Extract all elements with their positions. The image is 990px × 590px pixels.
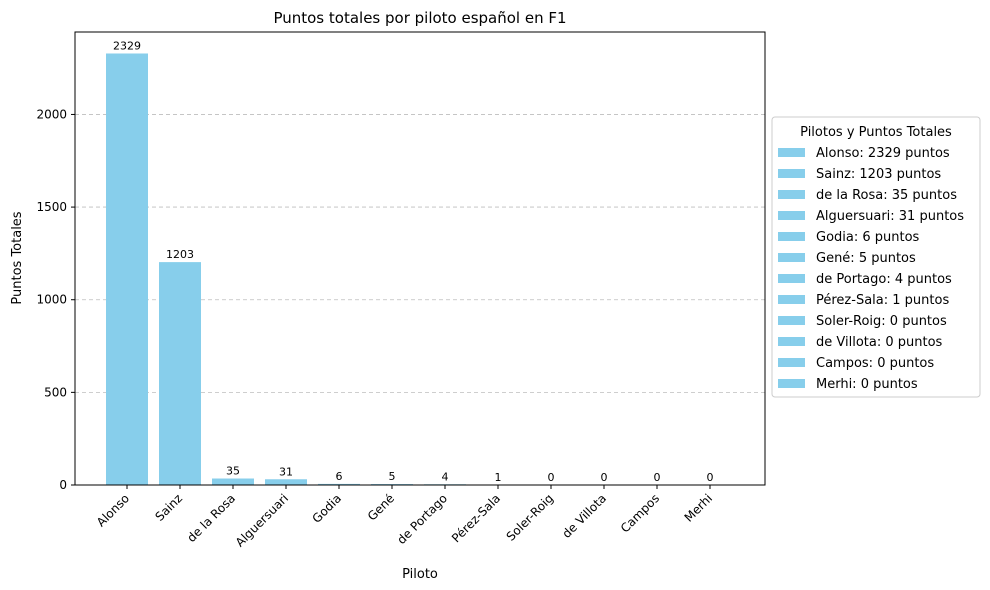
x-tick-label: Alonso — [94, 491, 132, 529]
bar — [212, 478, 254, 485]
legend-swatch — [778, 274, 805, 283]
legend-entry-label: Godia: 6 puntos — [816, 230, 920, 245]
bar-value-label: 0 — [654, 471, 661, 484]
bar-value-label: 1203 — [166, 248, 194, 261]
legend-entry-label: de la Rosa: 35 puntos — [816, 188, 957, 203]
x-tick-label: de Villota — [560, 491, 610, 541]
legend-title: Pilotos y Puntos Totales — [800, 125, 952, 140]
bar-value-label: 4 — [442, 470, 449, 483]
bar — [265, 479, 307, 485]
legend-entry-label: de Portago: 4 puntos — [816, 272, 952, 287]
legend-entry-label: Soler-Roig: 0 puntos — [816, 314, 947, 329]
y-tick-label: 1500 — [36, 200, 67, 214]
bar — [106, 53, 148, 485]
legend-swatch — [778, 379, 805, 388]
x-axis-label: Piloto — [402, 567, 438, 582]
legend-swatch — [778, 253, 805, 262]
y-tick-label: 1000 — [36, 293, 67, 307]
legend-entry-label: de Villota: 0 puntos — [816, 335, 943, 350]
x-tick-label: Campos — [618, 491, 662, 535]
y-tick-label: 2000 — [36, 107, 67, 121]
legend-swatch — [778, 358, 805, 367]
legend: Pilotos y Puntos Totales Alonso: 2329 pu… — [771, 116, 981, 398]
bar-value-label: 0 — [601, 471, 608, 484]
legend-entry-label: Alguersuari: 31 puntos — [816, 209, 964, 224]
x-tick-label: Gené — [365, 491, 397, 523]
plot-area-frame — [74, 31, 766, 486]
legend-entry-label: Alonso: 2329 puntos — [816, 146, 950, 161]
legend-swatch — [778, 211, 805, 220]
bar-value-label: 0 — [548, 471, 555, 484]
bar-value-label: 1 — [495, 471, 502, 484]
x-tick-label: Alguersuari — [233, 491, 291, 549]
x-tick-label: Sainz — [152, 491, 185, 524]
legend-box — [771, 116, 981, 398]
bar-value-label: 5 — [389, 470, 396, 483]
bars — [106, 53, 519, 485]
legend-swatch — [778, 316, 805, 325]
x-tick-label: Pérez-Sala — [449, 491, 503, 545]
legend-swatch — [778, 190, 805, 199]
legend-swatch — [778, 295, 805, 304]
legend-entry-label: Gené: 5 puntos — [816, 251, 916, 266]
legend-entry-label: Sainz: 1203 puntos — [816, 167, 941, 182]
y-axis: 0 500 1000 1500 2000 — [36, 107, 75, 492]
y-tick-label: 500 — [44, 385, 67, 399]
legend-swatch — [778, 169, 805, 178]
bar — [318, 483, 360, 485]
legend-swatch — [778, 337, 805, 346]
x-tick-label: Godia — [310, 491, 345, 526]
bar-value-labels: 2329 1203 35 31 6 5 4 1 0 0 0 0 — [113, 39, 714, 484]
bar-value-label: 31 — [279, 465, 293, 478]
x-tick-label: de la Rosa — [184, 491, 238, 545]
chart-title: Puntos totales por piloto español en F1 — [273, 9, 566, 27]
legend-swatch — [778, 148, 805, 157]
x-tick-label: Soler-Roig — [504, 491, 557, 544]
bar — [159, 262, 201, 485]
bar-value-label: 2329 — [113, 39, 141, 52]
bar-value-label: 35 — [226, 465, 240, 478]
legend-swatch — [778, 232, 805, 241]
y-tick-label: 0 — [59, 478, 67, 492]
legend-entry-label: Pérez-Sala: 1 puntos — [816, 293, 949, 308]
bar-value-label: 6 — [336, 470, 343, 483]
y-axis-label: Puntos Totales — [10, 211, 25, 304]
legend-items: Alonso: 2329 puntos Sainz: 1203 puntos de … — [778, 146, 964, 392]
legend-entry-label: Merhi: 0 puntos — [816, 377, 918, 392]
x-tick-label: de Portago — [394, 491, 450, 547]
bar-value-label: 0 — [707, 471, 714, 484]
legend-entry-label: Campos: 0 puntos — [816, 356, 934, 371]
x-tick-label: Merhi — [682, 491, 716, 525]
